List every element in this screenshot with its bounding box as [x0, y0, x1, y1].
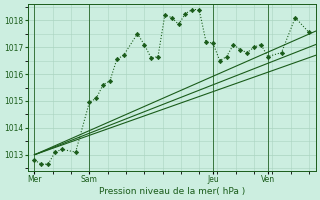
- X-axis label: Pression niveau de la mer( hPa ): Pression niveau de la mer( hPa ): [99, 187, 245, 196]
